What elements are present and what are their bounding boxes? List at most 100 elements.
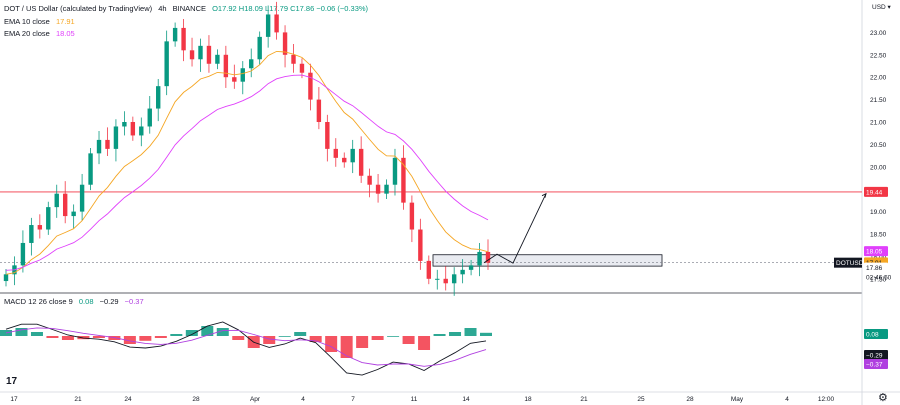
macd-label: MACD 12 26 close 9 bbox=[4, 297, 73, 306]
price-axis-label: 18.00 bbox=[870, 254, 887, 261]
candle-body bbox=[198, 45, 203, 60]
time-axis-label: 18 bbox=[524, 396, 532, 403]
ema20-price-tag: 18.05 bbox=[866, 249, 883, 256]
time-axis-label: 25 bbox=[637, 396, 645, 403]
macd-line-value: −0.29 bbox=[99, 297, 119, 306]
macd-histogram-bar bbox=[356, 336, 369, 348]
candle-body bbox=[265, 14, 271, 37]
macd-histogram-bar bbox=[185, 330, 198, 336]
ema20-label: EMA 20 close bbox=[4, 29, 50, 38]
candle-body bbox=[477, 251, 482, 266]
candle-body bbox=[401, 157, 406, 203]
price-axis-label: 20.00 bbox=[870, 164, 887, 171]
candle-body bbox=[46, 207, 51, 230]
macd-histogram-bar bbox=[480, 332, 492, 336]
ema-lines bbox=[5, 50, 489, 275]
time-axis-label: 28 bbox=[686, 396, 694, 403]
interval-label[interactable]: 4h bbox=[158, 4, 167, 13]
candle-body bbox=[257, 36, 262, 60]
candle-body bbox=[451, 274, 457, 284]
candle-body bbox=[282, 32, 288, 55]
macd-histogram-bar bbox=[216, 328, 229, 336]
macd-histogram-bar bbox=[232, 336, 245, 340]
macd-line-tag-bg bbox=[864, 350, 888, 360]
candle-body bbox=[215, 54, 220, 64]
chart-header-legend[interactable]: DOT / US Dollar (calculated by TradingVi… bbox=[4, 4, 372, 13]
candle-body bbox=[139, 126, 144, 136]
time-axis-label: 21 bbox=[580, 396, 588, 403]
candle-body bbox=[299, 63, 305, 73]
price-axis-label: 17.50 bbox=[870, 276, 887, 283]
macd-histogram-bar bbox=[77, 336, 90, 340]
tradingview-logo-icon[interactable]: 17 bbox=[6, 376, 18, 387]
ema10-legend[interactable]: EMA 10 close 17.91 bbox=[4, 17, 79, 26]
zone-box bbox=[432, 254, 663, 267]
time-axis-label: 14 bbox=[462, 396, 470, 403]
candle-body bbox=[435, 278, 440, 280]
axes: 23.0022.5022.0021.5021.0020.5020.0019.50… bbox=[10, 30, 886, 403]
macd-histogram-bar bbox=[170, 334, 183, 336]
macd-histogram-bar bbox=[309, 336, 322, 342]
currency-label: USD bbox=[872, 4, 886, 11]
candle-body bbox=[468, 265, 474, 270]
macd-histogram-bar bbox=[371, 336, 384, 340]
projection-line bbox=[483, 193, 547, 264]
level-price-tag-bg bbox=[864, 186, 888, 197]
currency-selector[interactable]: USD ▾ bbox=[872, 4, 891, 11]
price-tags: 19.4418.0517.91DOTUSD17.8602:46:500.08−0… bbox=[834, 186, 892, 369]
candle-body bbox=[62, 193, 68, 217]
macd-hist-tag-bg bbox=[864, 329, 888, 339]
macd-histogram-bar bbox=[154, 336, 167, 338]
ema10-label: EMA 10 close bbox=[4, 17, 50, 26]
candle-body bbox=[79, 184, 85, 212]
time-axis-label: 24 bbox=[124, 396, 132, 403]
settings-gear-icon[interactable]: ⚙ bbox=[878, 392, 888, 404]
ema10-line bbox=[5, 50, 489, 275]
macd-histogram-bar bbox=[92, 336, 105, 338]
time-axis-label: Apr bbox=[250, 396, 261, 403]
support-zone-rectangle[interactable] bbox=[0, 254, 862, 267]
candle-body bbox=[358, 148, 364, 176]
macd-histogram-bar bbox=[340, 336, 353, 358]
projection-path[interactable] bbox=[483, 192, 547, 264]
ema20-legend[interactable]: EMA 20 close 18.05 bbox=[4, 29, 79, 38]
price-axis-label: 21.50 bbox=[870, 97, 887, 104]
candle-body bbox=[130, 122, 136, 136]
candle-body bbox=[274, 14, 279, 33]
last-price-tag: 17.86 bbox=[866, 265, 883, 272]
macd-signal-tag-bg bbox=[864, 359, 888, 369]
macd-histogram-bar bbox=[464, 328, 477, 336]
candle-body bbox=[426, 260, 432, 279]
ohlc-values: O17.92 H18.09 L17.79 C17.86 −0.06 (−0.33… bbox=[212, 4, 369, 13]
macd-signal-tag: −0.37 bbox=[866, 362, 883, 369]
candle-body bbox=[460, 269, 465, 275]
candle-body bbox=[485, 251, 491, 263]
macd-pane bbox=[0, 321, 492, 376]
macd-histogram-bar bbox=[201, 326, 214, 336]
candle-body bbox=[113, 126, 119, 149]
macd-line-tag: −0.29 bbox=[866, 353, 883, 360]
macd-histogram-bar bbox=[402, 336, 415, 344]
candle-body bbox=[3, 274, 9, 282]
candle-body bbox=[308, 72, 313, 100]
signal-line bbox=[5, 327, 487, 367]
macd-legend[interactable]: MACD 12 26 close 9 0.08 −0.29 −0.37 bbox=[4, 297, 148, 306]
candle-body bbox=[409, 202, 415, 230]
macd-histogram-bar bbox=[433, 334, 446, 336]
macd-line bbox=[5, 321, 487, 376]
symbol-name[interactable]: DOT / US Dollar (calculated by TradingVi… bbox=[4, 4, 153, 13]
macd-histogram-bar bbox=[30, 332, 43, 336]
macd-signal-value: −0.37 bbox=[124, 297, 144, 306]
macd-histogram-bar bbox=[123, 336, 136, 344]
macd-hist-value: 0.08 bbox=[78, 297, 94, 306]
macd-histogram-bar bbox=[294, 332, 307, 336]
candle-body bbox=[29, 225, 34, 243]
price-axis-label: 22.00 bbox=[870, 75, 887, 82]
price-axis-label: 20.50 bbox=[870, 142, 887, 149]
time-axis-label: 11 bbox=[411, 396, 418, 403]
candle-body bbox=[189, 50, 195, 60]
candle-body bbox=[71, 211, 76, 217]
time-axis-label: 17 bbox=[10, 396, 18, 403]
